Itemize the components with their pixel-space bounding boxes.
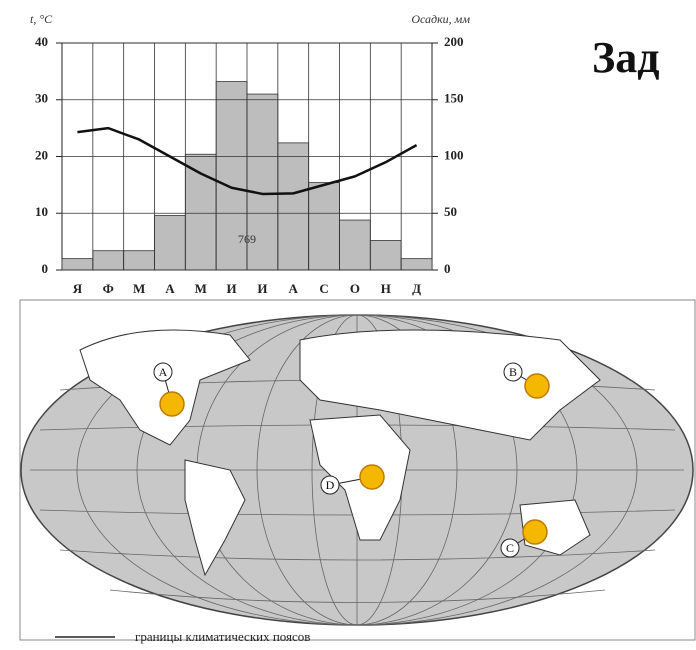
marker-dot [524,373,550,399]
bar [246,93,279,271]
marker-label: C [506,541,514,555]
bar [369,240,402,271]
x-tick-label: Д [412,281,421,296]
x-tick-label: М [133,281,145,296]
y2-tick-label: 200 [444,34,464,49]
y2-tick-label: 150 [444,91,464,106]
temperature-line [77,126,418,196]
annotation: 769 [238,232,256,246]
marker-label-ring [503,362,523,382]
y2-axis-label: Осадки, мм [411,12,470,26]
marker-dot [359,464,385,490]
bar [308,182,340,271]
bar [215,81,248,271]
x-tick-label: А [165,281,175,296]
marker-label-ring [500,538,520,558]
y-axis-label: t, °C [30,12,53,26]
x-tick-label: О [350,281,360,296]
marker-label-ring [153,362,173,382]
bar [277,142,310,271]
bar [184,153,217,271]
y-tick-label: 10 [35,204,48,219]
marker-label: D [326,478,335,492]
bar [92,250,125,271]
x-tick-label: М [195,281,207,296]
x-tick-label: И [227,281,237,296]
climate-chart: 0 10 20 30 40 0 50 100 150 200 Я Ф М А М И И А С О Н Д 769 [35,34,464,296]
y-tick-label: 30 [35,91,48,106]
x-tick-label: И [257,281,267,296]
x-tick-label: Н [381,281,391,296]
bar [339,219,371,271]
y2-tick-label: 100 [444,147,464,162]
marker-dot [522,519,548,545]
marker-label-ring [320,475,340,495]
x-tick-label: Ф [103,281,114,296]
bar [123,250,155,271]
x-tick-label: Я [73,281,83,296]
marker-label: B [509,365,517,379]
map: A B C D границы климатических поясов [19,299,696,644]
marker-dot [159,391,185,417]
markers: A B C D [153,362,550,558]
y-tick-label: 40 [35,34,48,49]
bar [61,258,94,271]
continents [79,329,601,577]
bar [400,258,433,271]
slide-title: Зад [592,33,659,82]
bar [154,215,186,271]
marker-label: A [159,365,168,379]
x-tick-label: А [289,281,299,296]
y2-tick-label: 50 [444,204,457,219]
legend-text: границы климатических поясов [135,629,310,644]
y2-tick-label: 0 [444,261,451,276]
y-tick-label: 0 [42,261,49,276]
y-tick-label: 20 [35,147,48,162]
x-tick-label: С [319,281,328,296]
